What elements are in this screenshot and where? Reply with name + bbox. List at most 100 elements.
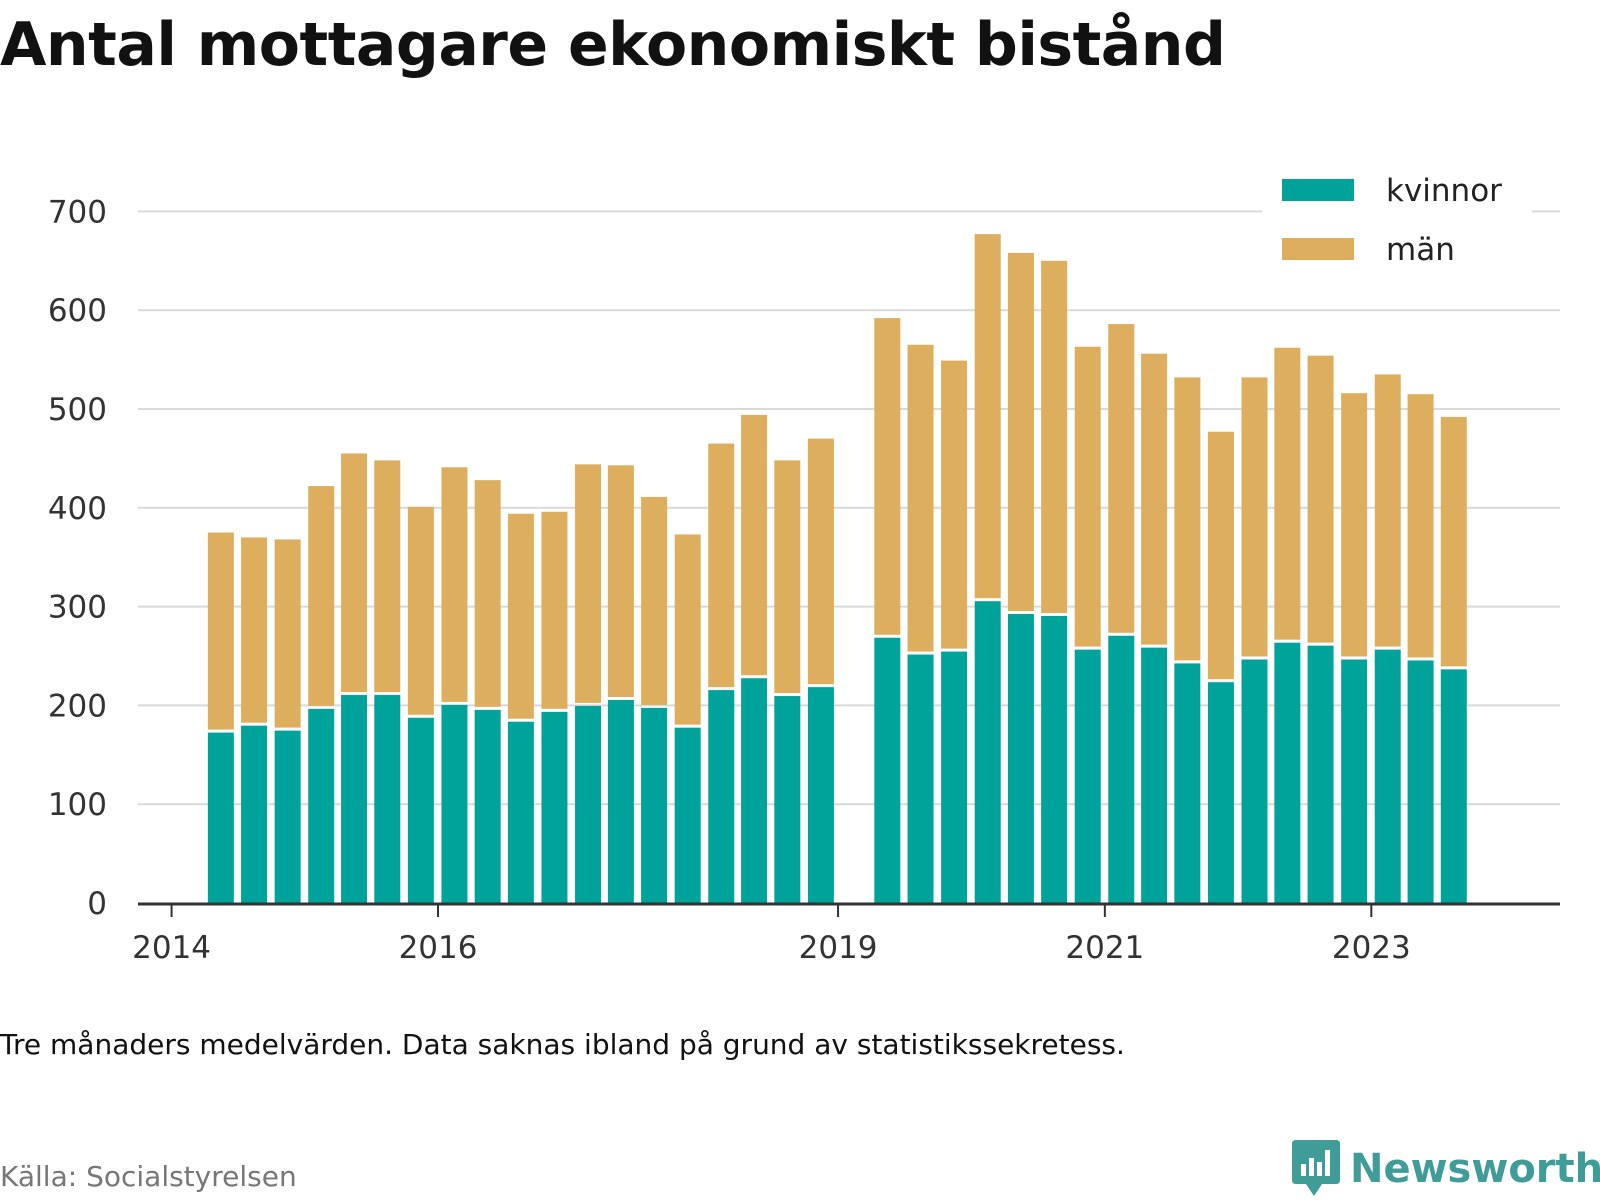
bar-kvinnor (1407, 660, 1434, 903)
chart-title: Antal mottagare ekonomiskt bistånd (0, 10, 1226, 80)
bar-man (1207, 431, 1234, 680)
bar-kvinnor (1307, 645, 1334, 903)
bar-man (1108, 324, 1135, 633)
bar-man (1041, 260, 1068, 614)
bars (207, 234, 1467, 903)
bar-kvinnor (1041, 616, 1068, 903)
source-credit: Källa: Socialstyrelsen (0, 1160, 297, 1193)
x-tick-label: 2016 (399, 930, 478, 966)
y-tick-label: 0 (87, 886, 107, 922)
bar-man (441, 467, 468, 702)
bar-kvinnor (708, 690, 735, 903)
bar-kvinnor (741, 678, 768, 903)
bar-man (708, 443, 735, 688)
bar-kvinnor (507, 721, 534, 903)
bar-man (541, 511, 568, 709)
y-tick-label: 500 (48, 392, 107, 428)
x-tick-label: 2023 (1332, 930, 1411, 966)
bar-man (1374, 374, 1401, 647)
bar-man (1307, 355, 1334, 643)
bar-kvinnor (641, 707, 668, 903)
bar-man (1440, 416, 1467, 667)
x-axis: 2014 2016 2019 2021 2023 (132, 902, 1560, 966)
bar-kvinnor (1108, 635, 1135, 903)
bar-man (674, 534, 701, 725)
bar-kvinnor (407, 717, 434, 903)
legend-label-kvinnor: kvinnor (1386, 173, 1502, 209)
bar-man (874, 318, 901, 635)
bar-man (807, 438, 834, 685)
bar-kvinnor (874, 637, 901, 903)
legend-swatch-kvinnor (1282, 179, 1354, 201)
bar-kvinnor (1074, 649, 1101, 903)
bar-man (241, 537, 268, 723)
bar-kvinnor (1440, 669, 1467, 903)
y-tick-label: 600 (48, 293, 107, 329)
bar-man (1407, 394, 1434, 658)
bar-kvinnor (941, 651, 968, 903)
bar-man (974, 234, 1001, 599)
bar-man (1141, 353, 1168, 645)
bar-kvinnor (441, 704, 468, 903)
y-tick-label: 200 (48, 688, 107, 724)
bar-kvinnor (1207, 682, 1234, 903)
bar-man (274, 539, 301, 728)
bar-kvinnor (1341, 659, 1368, 903)
legend: kvinnor män (1262, 165, 1532, 268)
x-tick-label: 2019 (799, 930, 878, 966)
bar-man (507, 513, 534, 719)
chart-note: Tre månaders medelvärden. Data saknas ib… (0, 1028, 1125, 1061)
newsworthy-chart-bubble-icon (1292, 1140, 1340, 1196)
bar-kvinnor (974, 601, 1001, 903)
bar-kvinnor (1274, 642, 1301, 903)
legend-swatch-man (1282, 238, 1354, 260)
bar-man (1341, 393, 1368, 657)
bar-kvinnor (241, 725, 268, 903)
bar-kvinnor (1141, 647, 1168, 903)
bar-kvinnor (774, 696, 801, 903)
bar-kvinnor (541, 711, 568, 903)
brand-logo: Newsworthy (1292, 1140, 1600, 1198)
bar-kvinnor (374, 695, 401, 903)
x-tick-label: 2014 (132, 930, 211, 966)
bar-man (1241, 377, 1268, 657)
x-tick-label: 2021 (1065, 930, 1144, 966)
bar-kvinnor (1007, 614, 1034, 903)
bar-man (207, 532, 234, 730)
bar-man (374, 460, 401, 693)
bar-man (741, 414, 768, 676)
bar-man (474, 480, 501, 707)
y-tick-label: 700 (48, 194, 107, 230)
bar-kvinnor (207, 732, 234, 903)
bar-man (907, 344, 934, 652)
bar-kvinnor (1374, 649, 1401, 903)
bar-kvinnor (575, 705, 602, 903)
bar-man (407, 506, 434, 715)
bar-man (1007, 252, 1034, 612)
bar-man (575, 464, 602, 703)
bar-man (1274, 347, 1301, 640)
bar-kvinnor (308, 708, 335, 903)
bar-kvinnor (1174, 663, 1201, 903)
bar-man (1074, 346, 1101, 647)
bar-man (641, 496, 668, 705)
bar-kvinnor (341, 695, 368, 903)
bar-man (341, 453, 368, 693)
y-axis-tick-labels: 0 100 200 300 400 500 600 700 (48, 194, 107, 922)
bar-kvinnor (474, 709, 501, 903)
bar-man (1174, 377, 1201, 661)
bar-kvinnor (907, 654, 934, 903)
bar-kvinnor (274, 730, 301, 903)
y-tick-label: 400 (48, 491, 107, 527)
legend-label-man: män (1386, 232, 1455, 268)
bar-kvinnor (674, 727, 701, 903)
y-tick-label: 100 (48, 787, 107, 823)
bar-kvinnor (807, 687, 834, 903)
brand-name: Newsworthy (1350, 1146, 1600, 1192)
bar-kvinnor (607, 699, 634, 903)
bar-man (308, 486, 335, 706)
bar-man (607, 465, 634, 697)
bar-man (774, 460, 801, 694)
bar-kvinnor (1241, 659, 1268, 903)
